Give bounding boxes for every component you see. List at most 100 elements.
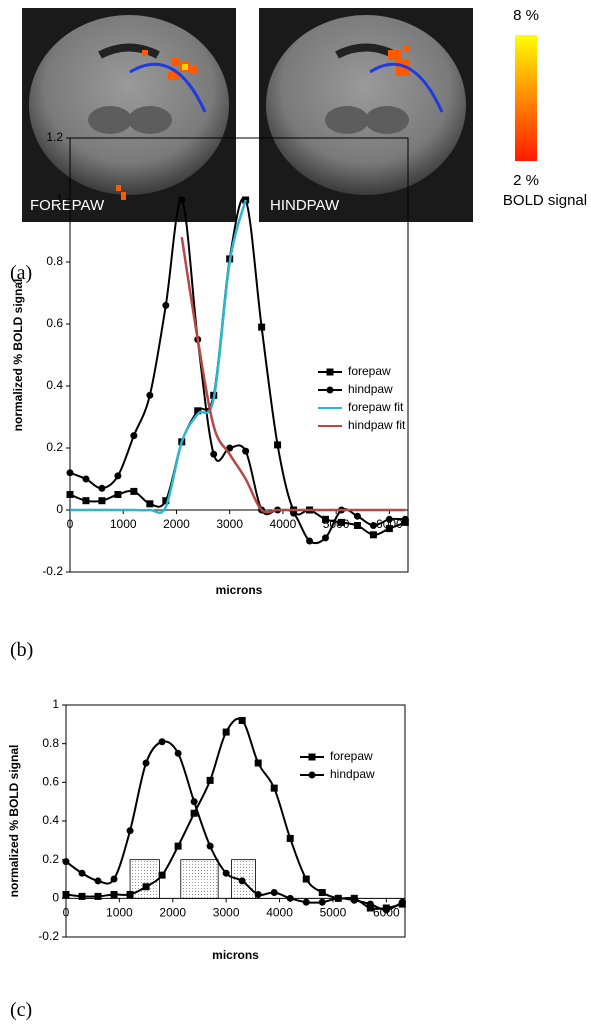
legend-marker [308,753,316,761]
colorbar-title: BOLD signal [503,192,587,209]
x-tick-label: 5000 [320,906,347,920]
marker [158,738,166,746]
marker [126,827,134,835]
x-tick-label: 2000 [159,906,186,920]
y-tick-label: 0.2 [46,440,63,454]
y-tick-label: 0 [56,502,63,516]
y-tick-label: 1.2 [46,130,63,144]
x-tick-label: 0 [67,517,74,531]
marker [94,877,102,885]
marker [82,497,90,505]
marker [254,759,262,767]
marker [401,515,409,523]
marker [290,509,298,517]
colorbar-max: 8 % [513,7,539,24]
marker [353,512,361,520]
legend-marker [326,386,334,394]
brain-image-forepaw [22,8,236,222]
marker [318,889,326,897]
marker [302,898,310,906]
y-tick-label: 0.2 [42,852,59,866]
marker [286,894,294,902]
marker [142,759,150,767]
marker [369,531,377,539]
legend-label: hindpaw [348,382,393,396]
marker [353,522,361,529]
marker [142,883,150,891]
y-tick-label: 0.6 [46,316,63,330]
brain-image-hindpaw [259,8,473,222]
legend-label: hindpaw fit [348,418,406,432]
series-line [70,199,247,514]
marker [286,834,294,842]
marker [78,869,86,877]
x-tick-label: 1000 [110,517,137,531]
marker [222,869,230,877]
plot-frame [69,137,409,573]
y-axis-title: normalized % BOLD signal [11,279,25,432]
marker [238,877,246,885]
y-axis-title: normalized % BOLD signal [7,745,21,898]
marker [238,716,246,724]
marker [254,890,262,898]
marker [178,196,186,204]
y-tick-label: -0.2 [42,564,63,578]
y-tick-label: 0.4 [42,813,59,827]
marker [162,301,170,309]
marker [98,497,106,505]
legend-marker [308,771,316,779]
y-tick-label: 0.6 [42,775,59,789]
marker [114,472,122,480]
marker [146,391,154,399]
marker [222,728,230,736]
x-tick-label: 0 [63,906,70,920]
marker [270,889,278,897]
marker [321,515,329,523]
marker [126,890,134,898]
marker [321,534,329,542]
marker [258,323,266,331]
marker [194,407,202,415]
marker [366,904,374,912]
marker [334,894,342,902]
panel-label: (c) [10,999,32,1021]
marker [62,890,70,898]
marker [66,469,74,477]
marker [82,475,90,483]
series-line [180,237,406,514]
colorbar [515,35,537,161]
marker [210,450,218,458]
marker [110,875,118,883]
marker [385,515,393,523]
x-axis-title: microns [216,583,263,597]
y-tick-label: 1 [52,697,59,711]
marker [98,484,106,492]
marker [318,898,326,906]
x-tick-label: 1000 [106,906,133,920]
marker [114,491,122,498]
x-tick-label: 4000 [270,517,297,531]
image-label: HINDPAW [270,197,340,214]
marker [158,871,166,879]
marker [174,842,182,850]
y-tick-label: 1 [56,192,63,206]
y-tick-label: -0.2 [38,929,59,943]
marker [270,784,278,792]
y-tick-label: 0.8 [46,254,63,268]
y-tick-label: 0.8 [42,736,59,750]
marker [242,447,250,455]
marker [174,749,182,757]
marker [350,896,358,904]
marker [110,890,118,898]
panel-label: (b) [10,639,33,661]
marker [78,892,86,900]
legend-label: forepaw fit [348,400,404,414]
marker [62,858,70,866]
legend-label: forepaw [348,364,391,378]
image-label: FOREPAW [30,197,105,214]
series-line [65,740,403,911]
marker [369,522,377,529]
x-tick-label: 3000 [216,517,243,531]
